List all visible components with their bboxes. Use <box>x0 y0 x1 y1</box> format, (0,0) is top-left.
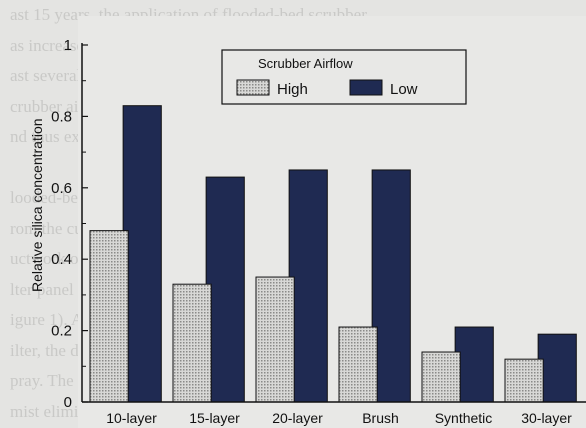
legend-label-high: High <box>277 81 308 98</box>
y-axis-label: Relative silica concentration <box>29 118 45 292</box>
y-tick-label: 0.4 <box>51 251 72 268</box>
bar-low-15-layer <box>205 176 245 403</box>
bars-group <box>89 105 577 403</box>
legend: Scrubber Airflow High Low <box>221 49 467 105</box>
y-tick-label: 0.8 <box>51 108 72 125</box>
y-tick-label: 0.6 <box>51 180 72 197</box>
legend-label-low: Low <box>390 81 418 98</box>
x-tick-label: 15-layer <box>189 410 240 426</box>
y-tick-label: 1 <box>64 37 72 54</box>
bar-low-Synthetic <box>454 326 494 403</box>
y-tick-label: 0 <box>64 394 72 411</box>
bar-low-10-layer <box>122 105 162 403</box>
bar-high-15-layer <box>172 283 212 403</box>
x-category-labels: 10-layer 15-layer 20-layer Brush Synthetic 30… <box>106 410 572 426</box>
axes-group <box>81 43 586 403</box>
legend-swatch-low <box>349 79 383 96</box>
bar-high-20-layer <box>255 276 295 403</box>
bar-high-Brush <box>338 326 378 403</box>
bar-high-Synthetic <box>421 351 461 403</box>
bar-high-30-layer <box>504 358 544 403</box>
x-tick-label: Synthetic <box>435 410 493 426</box>
bar-low-Brush <box>371 169 411 403</box>
x-tick-label: Brush <box>362 410 399 426</box>
bar-high-10-layer <box>89 230 129 403</box>
y-tick-labels: 0 0.2 0.4 0.6 0.8 1 <box>51 37 72 411</box>
legend-swatch-high <box>236 79 270 96</box>
x-tick-label: 10-layer <box>106 410 157 426</box>
x-tick-label: 30-layer <box>521 410 572 426</box>
y-tick-label: 0.2 <box>51 323 72 340</box>
bar-low-20-layer <box>288 169 328 403</box>
x-tick-label: 20-layer <box>272 410 323 426</box>
bar-low-30-layer <box>537 333 577 403</box>
legend-title: Scrubber Airflow <box>258 56 353 71</box>
